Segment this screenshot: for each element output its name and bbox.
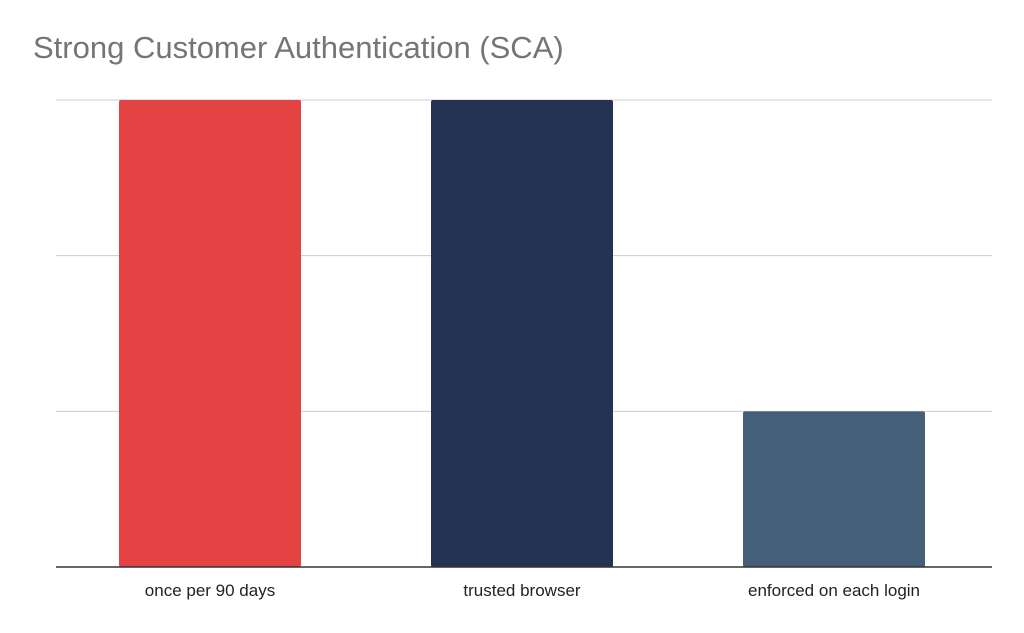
x-tick-label: trusted browser — [463, 581, 580, 600]
chart-title: Strong Customer Authentication (SCA) — [33, 30, 564, 65]
x-tick-labels: once per 90 days trusted browser enforced … — [145, 581, 920, 600]
x-tick-label: enforced on each login — [748, 581, 920, 600]
x-tick-label: once per 90 days — [145, 581, 275, 600]
bars — [119, 100, 925, 567]
bar-trusted-browser — [431, 100, 613, 567]
bar-enforced-on-each-login — [743, 411, 925, 567]
bar-once-per-90-days — [119, 100, 301, 567]
